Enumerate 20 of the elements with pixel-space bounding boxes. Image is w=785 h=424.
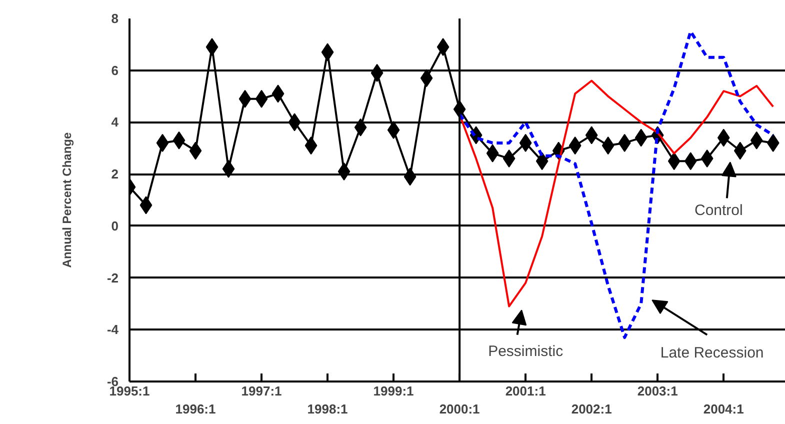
- x-tick-label: 2001:1: [505, 384, 546, 398]
- x-tick-label: 1997:1: [241, 384, 282, 398]
- x-tick-label: 1998:1: [307, 402, 348, 416]
- x-tick-label: 2002:1: [571, 402, 612, 416]
- annotation: Control: [694, 202, 743, 219]
- y-tick-label: -2: [106, 270, 119, 286]
- y-tick-label: -4: [106, 322, 120, 338]
- annotation: Pessimistic: [488, 343, 564, 360]
- y-tick-label: 8: [111, 11, 119, 26]
- annotation: Late Recession: [660, 344, 764, 362]
- x-tick-label: 2003:1: [637, 384, 678, 398]
- y-axis-title: Annual Percent Change: [60, 132, 74, 268]
- y-tick-label: 4: [111, 114, 120, 130]
- y-tick-label: 0: [111, 218, 119, 234]
- x-tick-label: 1996:1: [175, 402, 216, 416]
- x-tick-label: 2004:1: [703, 402, 744, 416]
- x-tick-label: 2000:1: [439, 402, 480, 416]
- x-tick-label: 1999:1: [373, 384, 414, 398]
- y-tick-label: 6: [111, 62, 119, 78]
- y-tick-label: 2: [111, 166, 119, 182]
